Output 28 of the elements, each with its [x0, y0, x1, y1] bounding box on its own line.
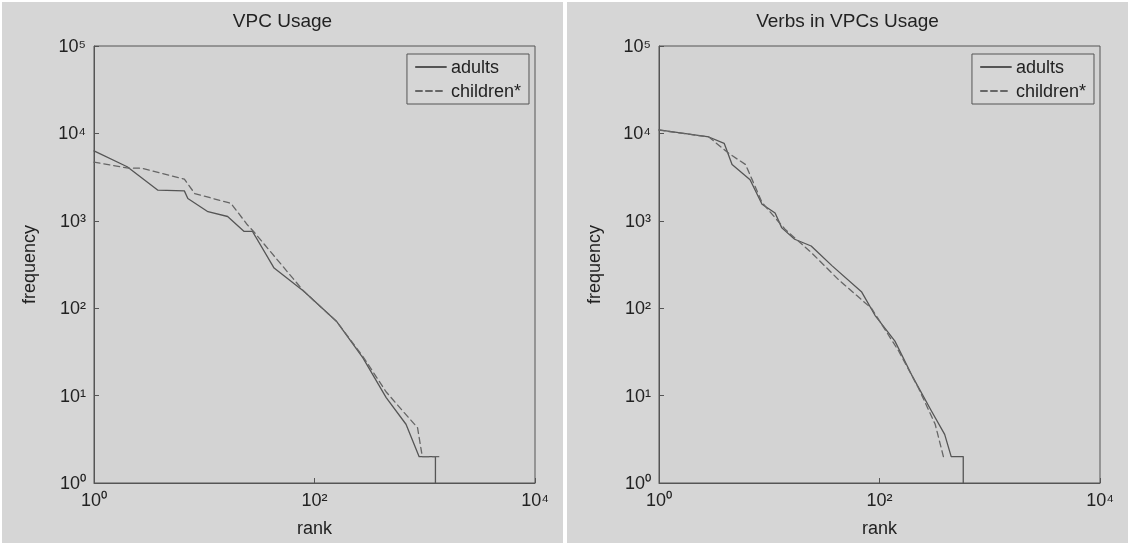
- x-axis-title: rank: [861, 518, 899, 538]
- y-tick-label: 10³: [59, 210, 87, 231]
- legend-label: children*: [1015, 81, 1087, 101]
- y-tick-label: 10⁵: [623, 36, 651, 56]
- x-tick-label: 10⁰: [80, 490, 108, 510]
- y-tick-label: 10⁴: [58, 123, 86, 144]
- x-tick-label: 10²: [866, 490, 893, 510]
- x-tick-label: 10⁴: [521, 490, 549, 510]
- x-tick-label: 10⁰: [645, 490, 673, 510]
- x-tick-label: 10⁴: [1086, 490, 1114, 510]
- chart-title: Verbs in VPCs Usage: [756, 10, 939, 31]
- y-axis-title: frequency: [584, 224, 604, 305]
- y-tick-label: 10³: [624, 210, 652, 231]
- legend-label: adults: [1015, 57, 1065, 77]
- y-tick-label: 10²: [624, 298, 652, 319]
- y-tick-label: 10⁴: [623, 123, 651, 144]
- y-tick-label: 10¹: [624, 385, 652, 406]
- x-axis-title: rank: [296, 518, 334, 538]
- legend-label: children*: [450, 81, 522, 101]
- y-tick-label: 10¹: [59, 385, 87, 406]
- legend-label: adults: [450, 57, 500, 77]
- y-tick-label: 10⁵: [58, 36, 86, 56]
- x-tick-label: 10²: [301, 490, 328, 510]
- y-tick-label: 10⁰: [59, 473, 86, 493]
- y-axis-title: frequency: [19, 224, 39, 305]
- y-tick-label: 10²: [59, 298, 87, 319]
- chart-title: VPC Usage: [232, 10, 333, 31]
- y-tick-label: 10⁰: [624, 473, 651, 493]
